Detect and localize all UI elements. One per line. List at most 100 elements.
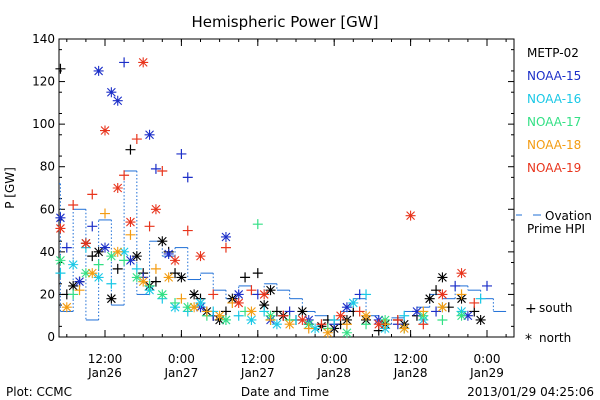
point-north bbox=[68, 280, 79, 291]
ovation-prime-hpi-series bbox=[59, 170, 507, 325]
point-south bbox=[100, 208, 110, 219]
point-north bbox=[341, 302, 352, 313]
point-north bbox=[259, 289, 270, 300]
x-tick-day: Jan29 bbox=[469, 366, 504, 380]
point-north bbox=[220, 231, 231, 242]
point-north bbox=[424, 293, 435, 304]
point-north bbox=[68, 259, 79, 270]
point-north bbox=[93, 246, 104, 257]
point-north bbox=[405, 210, 416, 221]
point-south bbox=[220, 306, 231, 317]
x-axis: 12:00Jan260:00Jan2712:00Jan270:00Jan2812… bbox=[66, 39, 507, 380]
point-south bbox=[399, 310, 410, 321]
plot-frame bbox=[58, 38, 515, 338]
point-south bbox=[93, 259, 104, 270]
series-noaa-19 bbox=[55, 57, 480, 330]
x-tick-day: Jan27 bbox=[240, 366, 275, 380]
x-tick-day: Jan26 bbox=[87, 366, 122, 380]
point-south bbox=[437, 314, 448, 325]
series-metp-02 bbox=[55, 63, 486, 336]
series-noaa-17 bbox=[55, 219, 467, 338]
point-north bbox=[80, 238, 91, 249]
point-south bbox=[431, 285, 442, 296]
north-marker-label: north bbox=[539, 331, 571, 345]
point-south bbox=[265, 314, 276, 325]
point-north bbox=[437, 289, 448, 300]
point-south bbox=[246, 285, 257, 296]
north-marker-symbol: * bbox=[525, 332, 532, 348]
y-axis: 0 20 40 60 80 100 120 140 bbox=[32, 32, 514, 344]
point-north bbox=[265, 285, 276, 296]
legend: METP-02 NOAA-15 NOAA-16 NOAA-17 NOAA-18 NOAA-… bbox=[527, 46, 581, 175]
x-tick-time: 0:00 bbox=[168, 352, 195, 366]
point-south bbox=[119, 170, 130, 181]
point-south bbox=[482, 280, 492, 291]
point-north bbox=[100, 242, 110, 253]
point-north bbox=[55, 255, 66, 266]
point-south bbox=[361, 319, 372, 330]
point-south bbox=[61, 242, 72, 253]
point-south bbox=[150, 263, 161, 274]
point-north bbox=[297, 314, 308, 325]
chart-title: Hemispheric Power [GW] bbox=[192, 13, 379, 31]
point-north bbox=[138, 57, 149, 68]
point-south bbox=[252, 268, 263, 279]
point-north bbox=[112, 183, 123, 193]
point-north bbox=[182, 302, 193, 313]
point-south bbox=[176, 293, 187, 304]
point-north bbox=[341, 327, 352, 338]
point-south bbox=[450, 280, 461, 291]
point-south bbox=[271, 306, 282, 317]
point-south bbox=[55, 268, 66, 279]
point-north bbox=[475, 314, 486, 325]
ovation-legend-label-1: Ovation bbox=[545, 209, 592, 223]
south-marker-symbol: + bbox=[525, 301, 537, 317]
point-south bbox=[150, 276, 161, 287]
point-north bbox=[125, 217, 136, 228]
south-marker-label: south bbox=[539, 301, 573, 315]
point-south bbox=[176, 148, 187, 159]
y-tick-label: 80 bbox=[40, 160, 55, 174]
point-north bbox=[138, 276, 149, 287]
legend-entry: NOAA-18 bbox=[527, 138, 581, 152]
ovation-legend: Ovation Prime HPI bbox=[516, 209, 592, 236]
point-south bbox=[418, 306, 429, 317]
point-north bbox=[163, 272, 174, 283]
point-south bbox=[144, 280, 155, 291]
x-tick-day: Jan28 bbox=[393, 366, 428, 380]
point-south bbox=[316, 319, 327, 330]
point-south bbox=[150, 163, 161, 174]
point-south bbox=[456, 289, 467, 300]
point-north bbox=[61, 302, 72, 313]
legend-entry: METP-02 bbox=[527, 46, 579, 60]
point-north bbox=[214, 310, 225, 321]
point-north bbox=[150, 204, 161, 215]
point-south bbox=[475, 293, 486, 304]
point-north bbox=[233, 297, 244, 308]
point-south bbox=[55, 63, 66, 74]
point-north bbox=[310, 323, 321, 334]
x-tick-day: Jan28 bbox=[316, 366, 351, 380]
x-tick-time: 12:00 bbox=[241, 352, 276, 366]
point-north bbox=[246, 314, 257, 325]
point-south bbox=[144, 221, 155, 232]
point-south bbox=[157, 165, 168, 176]
point-north bbox=[195, 251, 206, 262]
point-south bbox=[469, 306, 480, 317]
point-north bbox=[462, 310, 473, 321]
point-north bbox=[112, 246, 123, 257]
point-south bbox=[469, 297, 480, 308]
point-south bbox=[119, 255, 130, 266]
point-north bbox=[144, 129, 155, 140]
point-north bbox=[189, 289, 200, 300]
point-south bbox=[125, 144, 136, 155]
point-south bbox=[431, 306, 442, 317]
point-north bbox=[93, 65, 104, 76]
point-south bbox=[106, 278, 117, 289]
point-north bbox=[411, 306, 422, 317]
point-north bbox=[348, 297, 359, 308]
series-noaa-15 bbox=[55, 57, 492, 330]
point-south bbox=[208, 289, 219, 300]
point-north bbox=[322, 327, 333, 338]
